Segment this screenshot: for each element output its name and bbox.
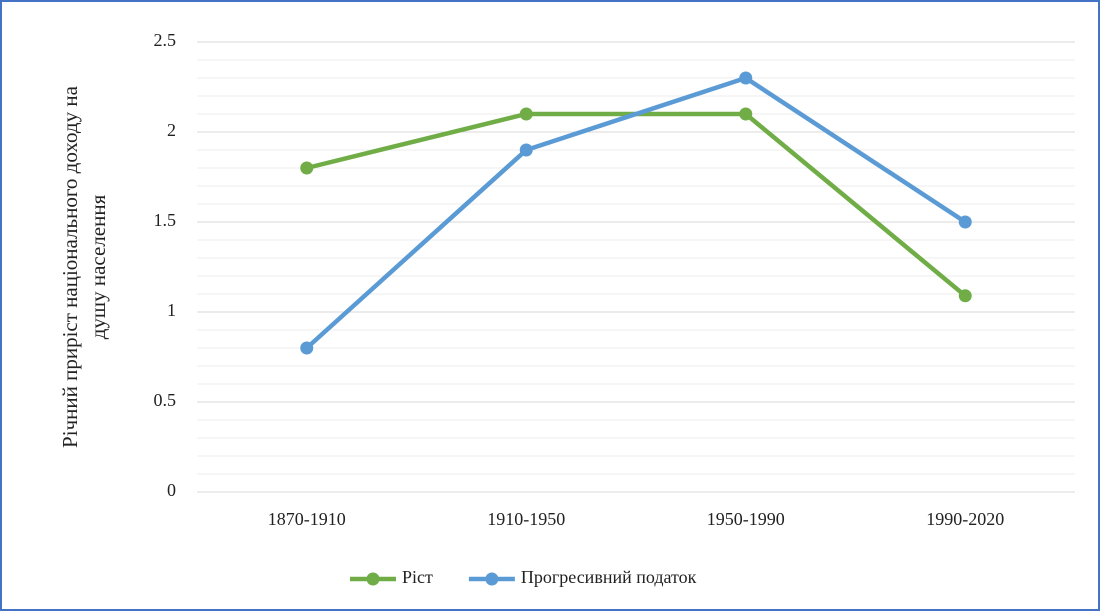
- point-marker: [739, 107, 753, 121]
- point-marker: [958, 289, 972, 303]
- x-tick-label: 1870-1910: [268, 509, 346, 529]
- series-line: [304, 75, 968, 351]
- y-tick-label: 2: [167, 120, 176, 140]
- point-marker: [739, 71, 753, 85]
- x-tick-label: 1910-1950: [487, 509, 565, 529]
- legend-marker: [366, 572, 380, 586]
- point-marker: [300, 341, 314, 355]
- point-marker: [300, 161, 314, 175]
- y-tick-label: 0: [167, 480, 176, 500]
- point-marker: [519, 107, 533, 121]
- y-tick-label: 0.5: [154, 390, 177, 410]
- x-tick-label: 1950-1990: [707, 509, 785, 529]
- legend-label: Ріст: [402, 567, 433, 587]
- point-marker: [519, 143, 533, 157]
- y-tick-label: 1: [167, 300, 176, 320]
- legend-marker: [485, 572, 499, 586]
- legend-label: Прогресивний податок: [521, 567, 697, 587]
- y-tick-label: 1.5: [154, 210, 177, 230]
- x-tick-label: 1990-2020: [926, 509, 1004, 529]
- y-axis-label: душу населення: [86, 194, 110, 339]
- point-marker: [958, 215, 972, 229]
- y-axis-label: Річний приріст національного доходу на: [58, 85, 82, 448]
- y-tick-label: 2.5: [154, 30, 177, 50]
